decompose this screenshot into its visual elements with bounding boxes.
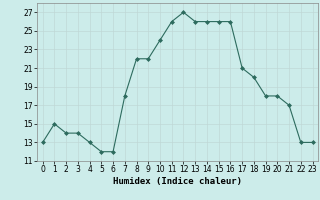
X-axis label: Humidex (Indice chaleur): Humidex (Indice chaleur) (113, 177, 242, 186)
